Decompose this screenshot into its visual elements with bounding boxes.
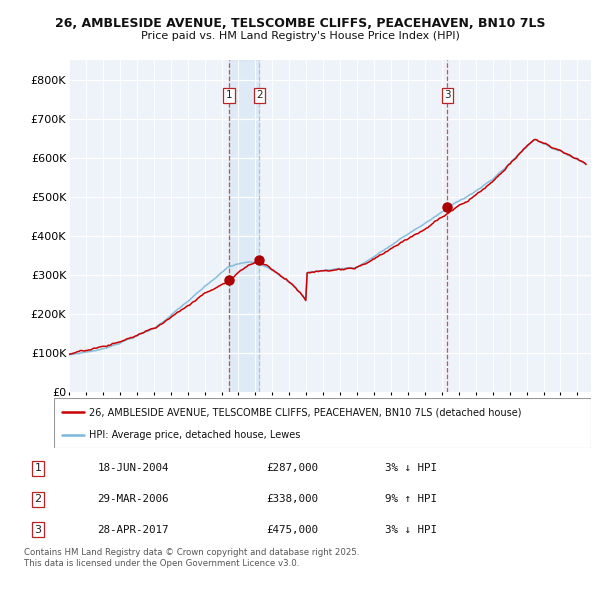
Text: 3: 3 bbox=[444, 90, 451, 100]
Text: £338,000: £338,000 bbox=[266, 494, 319, 504]
Text: £287,000: £287,000 bbox=[266, 464, 319, 473]
Text: 3: 3 bbox=[35, 525, 41, 535]
Text: Contains HM Land Registry data © Crown copyright and database right 2025.
This d: Contains HM Land Registry data © Crown c… bbox=[24, 548, 359, 568]
Text: 26, AMBLESIDE AVENUE, TELSCOMBE CLIFFS, PEACEHAVEN, BN10 7LS (detached house): 26, AMBLESIDE AVENUE, TELSCOMBE CLIFFS, … bbox=[89, 407, 521, 417]
Text: 3% ↓ HPI: 3% ↓ HPI bbox=[385, 525, 437, 535]
Text: £475,000: £475,000 bbox=[266, 525, 319, 535]
Text: 9% ↑ HPI: 9% ↑ HPI bbox=[385, 494, 437, 504]
Text: 1: 1 bbox=[226, 90, 233, 100]
Text: HPI: Average price, detached house, Lewes: HPI: Average price, detached house, Lewe… bbox=[89, 430, 300, 440]
Text: 28-APR-2017: 28-APR-2017 bbox=[97, 525, 169, 535]
Text: 29-MAR-2006: 29-MAR-2006 bbox=[97, 494, 169, 504]
Text: Price paid vs. HM Land Registry's House Price Index (HPI): Price paid vs. HM Land Registry's House … bbox=[140, 31, 460, 41]
Text: 1: 1 bbox=[35, 464, 41, 473]
Text: 2: 2 bbox=[35, 494, 41, 504]
Text: 3% ↓ HPI: 3% ↓ HPI bbox=[385, 464, 437, 473]
Bar bbox=[229, 60, 259, 392]
Text: 18-JUN-2004: 18-JUN-2004 bbox=[97, 464, 169, 473]
Text: 2: 2 bbox=[256, 90, 263, 100]
Text: 26, AMBLESIDE AVENUE, TELSCOMBE CLIFFS, PEACEHAVEN, BN10 7LS: 26, AMBLESIDE AVENUE, TELSCOMBE CLIFFS, … bbox=[55, 17, 545, 30]
